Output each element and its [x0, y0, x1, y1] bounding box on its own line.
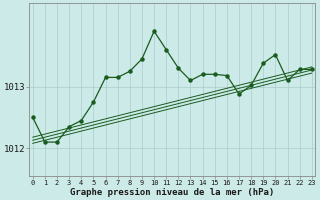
X-axis label: Graphe pression niveau de la mer (hPa): Graphe pression niveau de la mer (hPa) [70, 188, 275, 197]
